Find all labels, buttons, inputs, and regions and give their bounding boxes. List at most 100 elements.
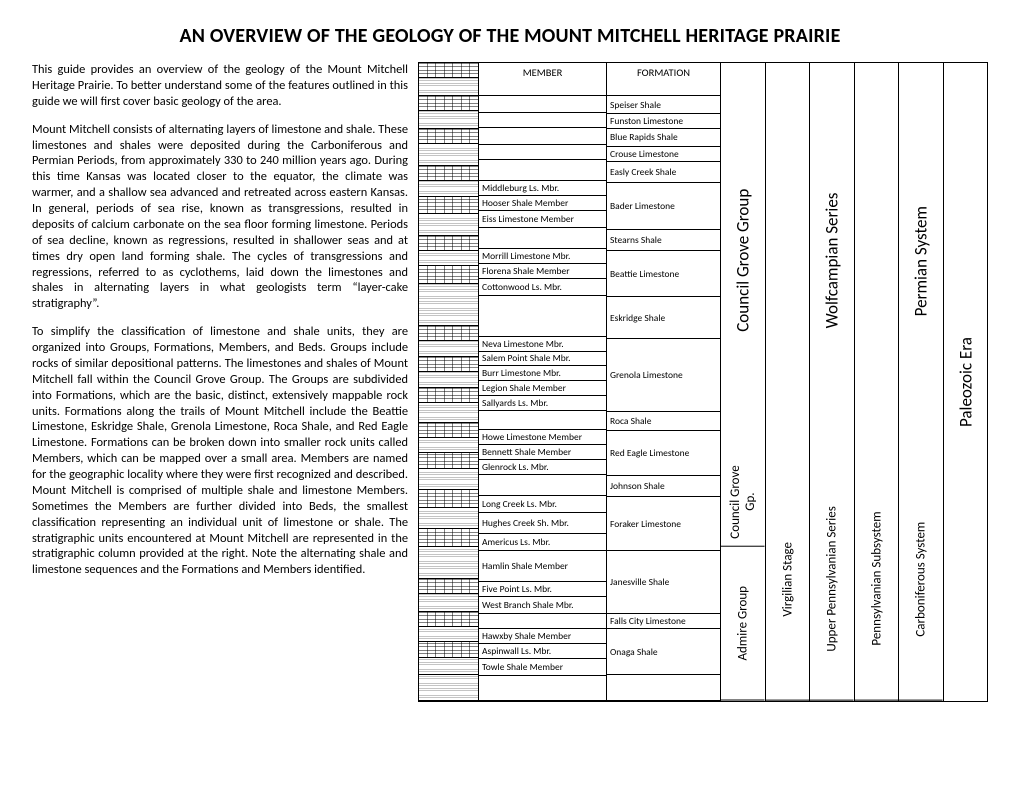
litho-unit [419,181,478,196]
formation-label: Bader Limestone [607,183,720,229]
formation-label: Onaga Shale [607,629,720,675]
formation-label: Foraker Limestone [607,497,720,551]
member-label: Long Creek Ls. Mbr. [479,496,606,513]
member-label: Burr Limestone Mbr. [479,366,606,381]
litho-unit [419,96,478,111]
content-row: This guide provides an overview of the g… [32,62,988,702]
formation-label: Janesville Shale [607,551,720,614]
formation-label [607,81,720,96]
litho-unit [419,547,478,579]
formation-label: Crouse Limestone [607,147,720,162]
member-label: Salem Point Shale Mbr. [479,352,606,367]
member-label [479,296,606,337]
member-label [479,128,606,145]
litho-unit [419,508,478,530]
litho-unit [419,579,478,594]
litho-unit [419,144,478,166]
classification-column: Wolfcampian SeriesUpper Pennsylvanian Se… [810,63,855,701]
member-column: MEMBER Middleburg Ls. Mbr.Hooser Shale M… [479,63,607,701]
classification-label: Pennsylvanian Subsystem [855,458,899,701]
litho-unit [419,529,478,546]
member-label: Hawxby Shale Member [479,629,606,644]
litho-unit [419,129,478,144]
formation-header: FORMATION [607,63,720,81]
formation-label: Falls City Limestone [607,614,720,629]
formation-label [607,675,720,701]
member-label: West Branch Shale Mbr. [479,597,606,614]
classification-column: Pennsylvanian Subsystem [855,63,900,701]
member-label: Glenrock Ls. Mbr. [479,460,606,475]
member-label: Legion Shale Member [479,381,606,396]
formation-label: Stearns Shale [607,230,720,252]
litho-unit [419,236,478,251]
stratigraphic-column-figure: MEMBER Middleburg Ls. Mbr.Hooser Shale M… [418,62,988,702]
member-label: Americus Ls. Mbr. [479,534,606,551]
member-label [479,228,606,249]
litho-unit [419,197,478,214]
classification-label [766,63,810,458]
formation-label: Johnson Shale [607,476,720,498]
formation-column: FORMATION Speiser ShaleFunston Limestone… [607,63,721,701]
litho-unit [419,341,478,356]
paragraph: Mount Mitchell consists of alternating l… [32,122,408,313]
classification-columns: Council Grove GroupCouncil Grove Gp.Admi… [721,63,987,701]
formation-label: Speiser Shale [607,96,720,113]
member-label: Hughes Creek Sh. Mbr. [479,513,606,534]
classification-label: Upper Pennsylvanian Series [810,458,854,701]
member-label [479,676,606,701]
litho-unit [419,403,478,423]
litho-unit [419,627,478,642]
member-label: Hamlin Shale Member [479,551,606,582]
classification-label [855,63,899,458]
classification-label: Council Grove Group [721,63,765,458]
page-title: AN OVERVIEW OF THE GEOLOGY OF THE MOUNT … [32,24,988,48]
classification-column: Permian SystemCarboniferous System [899,63,944,701]
litho-unit [419,357,478,372]
litho-unit [419,111,478,128]
classification-label: Paleozoic Era [944,63,988,701]
classification-label: Admire Group [721,546,765,701]
litho-unit [419,612,478,627]
paragraph: To simplify the classification of limest… [32,324,408,578]
formation-label: Blue Rapids Shale [607,129,720,146]
formation-label: Red Eagle Limestone [607,431,720,475]
member-label [479,160,606,181]
member-label [479,475,606,496]
litho-unit [419,658,478,675]
formation-label: Beattie Limestone [607,251,720,297]
litho-unit [419,251,478,266]
formation-label: Eskridge Shale [607,297,720,339]
paragraph: This guide provides an overview of the g… [32,62,408,110]
member-header: MEMBER [479,63,606,81]
litho-unit [419,284,478,326]
classification-column: Council Grove GroupCouncil Grove Gp.Admi… [721,63,766,701]
member-label: Neva Limestone Mbr. [479,337,606,352]
member-label [479,96,606,113]
classification-label: Wolfcampian Series [810,63,854,458]
member-label: Five Point Ls. Mbr. [479,582,606,597]
formation-label: Roca Shale [607,412,720,431]
classification-column: Paleozoic Era [944,63,988,701]
litho-unit [419,675,478,701]
litho-unit [419,372,478,387]
litho-unit [419,453,478,468]
member-label: Florena Shale Member [479,264,606,279]
litho-unit [419,63,478,78]
classification-label: Carboniferous System [899,458,943,701]
litho-unit [419,266,478,283]
lithology-column [419,63,479,701]
classification-label: Virgilian Stage [766,458,810,701]
formation-label: Funston Limestone [607,114,720,129]
litho-unit [419,642,478,657]
classification-label: Permian System [899,63,943,458]
member-label [479,81,606,96]
member-label: Eiss Limestone Member [479,211,606,228]
member-label [479,145,606,160]
member-label: Aspinwall Ls. Mbr. [479,644,606,659]
member-label [479,411,606,430]
formation-label: Grenola Limestone [607,339,720,412]
litho-unit [419,490,478,507]
classification-column: Virgilian Stage [766,63,811,701]
member-label: Middleburg Ls. Mbr. [479,181,606,196]
litho-unit [419,166,478,181]
